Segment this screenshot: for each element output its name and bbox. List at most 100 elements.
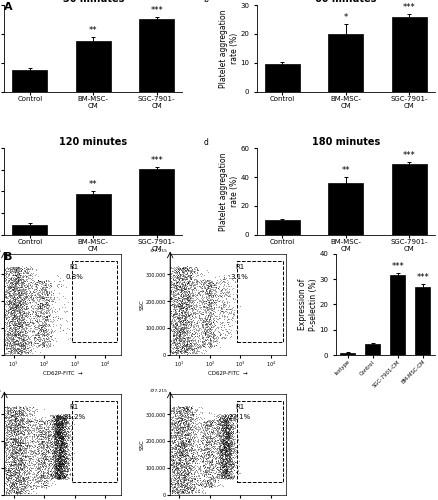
Point bbox=[15, 404, 22, 412]
Point bbox=[11, 306, 18, 314]
Point bbox=[210, 304, 217, 312]
Point bbox=[11, 420, 18, 428]
Point bbox=[206, 334, 213, 342]
Point bbox=[188, 410, 195, 418]
Point bbox=[54, 460, 61, 468]
Point bbox=[169, 488, 176, 496]
Point bbox=[189, 292, 196, 300]
Point bbox=[50, 420, 57, 428]
Point bbox=[21, 318, 28, 326]
Point bbox=[168, 487, 175, 495]
Point bbox=[221, 430, 228, 438]
Point bbox=[4, 458, 11, 466]
Point bbox=[181, 313, 188, 321]
Point bbox=[56, 422, 63, 430]
Point bbox=[64, 298, 71, 306]
Point bbox=[229, 460, 236, 468]
Point bbox=[230, 310, 237, 318]
Point bbox=[167, 278, 174, 286]
Point bbox=[6, 442, 13, 450]
Point bbox=[15, 449, 22, 457]
Point bbox=[193, 450, 200, 458]
Point bbox=[19, 420, 26, 428]
Point bbox=[173, 460, 180, 468]
Point bbox=[199, 342, 206, 350]
Point bbox=[225, 444, 232, 452]
Point bbox=[170, 325, 177, 333]
Point bbox=[28, 291, 35, 299]
Point bbox=[54, 428, 61, 436]
Point bbox=[224, 424, 231, 432]
Point bbox=[6, 292, 13, 300]
Point bbox=[54, 474, 61, 482]
Point bbox=[184, 334, 191, 342]
Point bbox=[174, 295, 181, 303]
Point bbox=[184, 479, 191, 487]
Point bbox=[181, 348, 188, 356]
Point bbox=[219, 468, 226, 475]
Point bbox=[60, 412, 67, 420]
Point bbox=[181, 318, 188, 326]
Point bbox=[32, 278, 39, 285]
Point bbox=[171, 428, 178, 436]
Point bbox=[164, 270, 171, 278]
Point bbox=[207, 280, 214, 288]
Point bbox=[27, 420, 34, 428]
Point bbox=[2, 477, 9, 485]
Point bbox=[219, 422, 226, 430]
Point bbox=[190, 290, 197, 298]
Point bbox=[56, 457, 63, 465]
Point bbox=[185, 312, 192, 320]
Point bbox=[187, 414, 194, 422]
Point bbox=[18, 266, 25, 274]
Point bbox=[57, 434, 64, 442]
Point bbox=[21, 449, 28, 457]
Point bbox=[200, 306, 207, 314]
Point bbox=[174, 465, 181, 473]
Point bbox=[15, 445, 22, 453]
Point bbox=[17, 445, 24, 453]
Point bbox=[208, 470, 215, 478]
Point bbox=[23, 292, 30, 300]
Point bbox=[67, 447, 74, 455]
Point bbox=[11, 418, 18, 426]
Point bbox=[187, 486, 194, 494]
Point bbox=[205, 287, 212, 295]
Point bbox=[43, 469, 50, 477]
Point bbox=[222, 306, 229, 314]
Point bbox=[226, 415, 233, 423]
Point bbox=[0, 434, 7, 442]
Point bbox=[226, 456, 233, 464]
Point bbox=[52, 462, 59, 469]
Point bbox=[10, 327, 17, 335]
Point bbox=[215, 454, 223, 462]
Point bbox=[11, 268, 18, 276]
Point bbox=[24, 282, 31, 290]
Point bbox=[220, 466, 227, 473]
Point bbox=[57, 451, 64, 459]
Point bbox=[6, 484, 13, 492]
Point bbox=[187, 344, 194, 351]
Point bbox=[17, 334, 24, 342]
Point bbox=[13, 454, 20, 462]
Point bbox=[51, 432, 58, 440]
Point bbox=[10, 311, 17, 319]
Point bbox=[2, 330, 9, 338]
Point bbox=[59, 421, 66, 429]
Point bbox=[42, 482, 49, 490]
Point bbox=[183, 450, 190, 458]
Point bbox=[179, 482, 186, 490]
Point bbox=[223, 465, 230, 473]
Point bbox=[197, 437, 204, 445]
Point bbox=[166, 304, 173, 312]
Point bbox=[33, 477, 40, 485]
Point bbox=[11, 417, 18, 425]
Point bbox=[53, 416, 60, 424]
Point bbox=[184, 408, 191, 416]
Point bbox=[164, 348, 171, 356]
Point bbox=[14, 272, 21, 280]
Point bbox=[52, 419, 59, 427]
Point bbox=[49, 420, 56, 428]
Point bbox=[185, 446, 192, 454]
Point bbox=[14, 276, 21, 284]
